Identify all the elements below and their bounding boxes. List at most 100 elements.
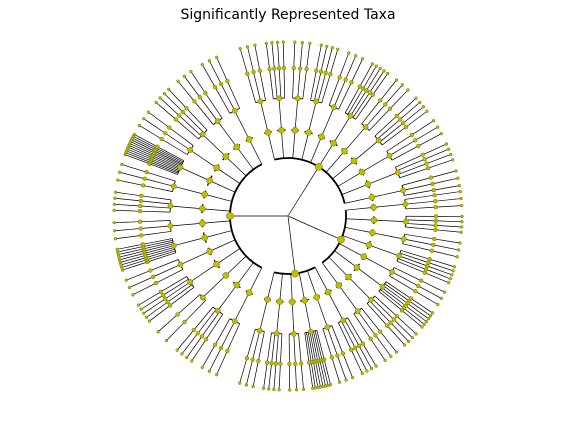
genus-node <box>349 80 354 85</box>
family-branch <box>308 101 317 133</box>
species-branch <box>380 79 397 101</box>
species-branch <box>278 363 281 390</box>
species-branch <box>431 250 458 258</box>
species-branch <box>146 301 168 318</box>
species-branch <box>190 71 206 94</box>
genus-branch <box>175 119 199 140</box>
species-node <box>418 100 422 105</box>
species-node <box>386 71 390 76</box>
species-node <box>414 96 418 100</box>
species-branch <box>120 257 147 266</box>
species-branch <box>120 255 146 263</box>
genus-branch <box>167 284 193 303</box>
genus-node <box>360 341 366 346</box>
family-branch <box>327 291 344 321</box>
order-branch <box>292 130 296 159</box>
genus-branch <box>153 154 181 168</box>
species-node <box>124 278 128 282</box>
species-branch <box>115 191 142 197</box>
family-node <box>389 269 395 275</box>
species-node <box>272 387 276 392</box>
species-branch <box>405 110 428 128</box>
genus-node <box>180 109 185 115</box>
order-branch <box>216 167 241 184</box>
genus-node <box>155 144 160 149</box>
genus-branch <box>396 158 425 172</box>
species-node <box>336 47 340 51</box>
genus-branch <box>150 259 179 271</box>
family-node <box>362 124 369 130</box>
species-branch <box>114 209 141 212</box>
genus-node <box>153 280 159 286</box>
family-branch <box>259 299 268 331</box>
genus-node <box>388 320 393 325</box>
order-node <box>199 220 206 227</box>
species-node <box>180 352 184 356</box>
genus-branch <box>298 333 302 364</box>
order-node <box>276 298 284 305</box>
species-branch <box>433 244 459 251</box>
clade-node <box>337 235 345 244</box>
species-branch <box>396 315 417 335</box>
order-branch <box>202 208 231 212</box>
species-branch <box>426 154 451 165</box>
order-node <box>313 293 320 301</box>
genus-node <box>139 233 144 238</box>
species-branch <box>143 298 166 314</box>
species-node <box>448 277 452 281</box>
species-node <box>127 285 132 290</box>
genus-node <box>394 314 400 319</box>
species-node <box>139 307 143 311</box>
family-branch <box>260 101 269 133</box>
species-branch <box>216 350 228 375</box>
genus-branch <box>374 295 398 317</box>
genus-branch <box>269 69 274 99</box>
family-node <box>324 324 331 331</box>
species-branch <box>239 358 248 384</box>
genus-node <box>420 152 425 157</box>
order-node <box>245 289 253 296</box>
genus-branch <box>143 185 173 192</box>
species-branch <box>166 321 185 341</box>
genus-node <box>142 176 147 181</box>
genus-branch <box>160 276 187 293</box>
species-node <box>281 40 285 44</box>
species-branch <box>159 97 180 116</box>
genus-branch <box>162 278 189 296</box>
species-branch <box>435 224 462 228</box>
order-node <box>330 139 337 147</box>
species-branch <box>131 139 156 152</box>
family-node <box>308 328 314 335</box>
genus-branch <box>402 243 432 252</box>
genus-node <box>429 248 435 253</box>
species-node <box>406 88 410 92</box>
genus-branch <box>405 219 436 222</box>
order-node <box>264 296 271 303</box>
genus-branch <box>353 313 371 339</box>
family-branch <box>373 219 406 223</box>
species-node <box>460 220 464 224</box>
genus-branch <box>155 149 183 164</box>
genus-branch <box>365 104 386 128</box>
order-branch <box>328 256 349 278</box>
genus-node <box>364 88 369 93</box>
species-branch <box>117 246 144 253</box>
species-node <box>132 132 136 137</box>
species-branch <box>422 143 447 156</box>
order-branch <box>344 196 373 204</box>
genus-branch <box>350 90 367 117</box>
species-node <box>112 221 116 225</box>
species-branch <box>201 64 216 88</box>
species-node <box>238 47 242 51</box>
species-branch <box>351 58 363 83</box>
genus-node <box>197 94 202 100</box>
genus-node <box>138 203 143 209</box>
family-node <box>375 137 382 144</box>
species-node <box>451 158 455 162</box>
species-branch <box>117 243 143 250</box>
species-node <box>189 69 193 74</box>
species-branch <box>407 303 429 319</box>
genus-branch <box>252 330 261 360</box>
family-branch <box>356 267 383 287</box>
genus-node <box>335 353 340 358</box>
